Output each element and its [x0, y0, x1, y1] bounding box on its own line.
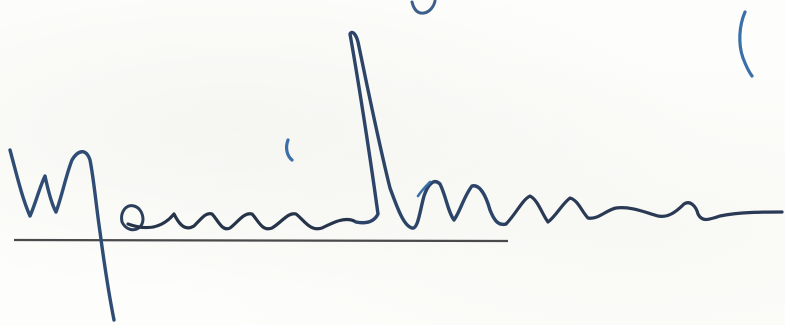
- stroke-top-loop: [410, 0, 437, 15]
- stroke-initial: [8, 148, 116, 322]
- stroke-tall-peak: [348, 30, 508, 230]
- signature-strokes: [8, 0, 784, 322]
- stroke-wave-1: [126, 212, 358, 231]
- stroke-right-mark: [738, 10, 754, 78]
- stroke-i-dot: [285, 138, 294, 162]
- signature-line: [13, 238, 509, 243]
- stroke-wave-2: [504, 194, 784, 226]
- stroke-tick: [416, 180, 432, 198]
- stroke-loop-1: [120, 204, 145, 232]
